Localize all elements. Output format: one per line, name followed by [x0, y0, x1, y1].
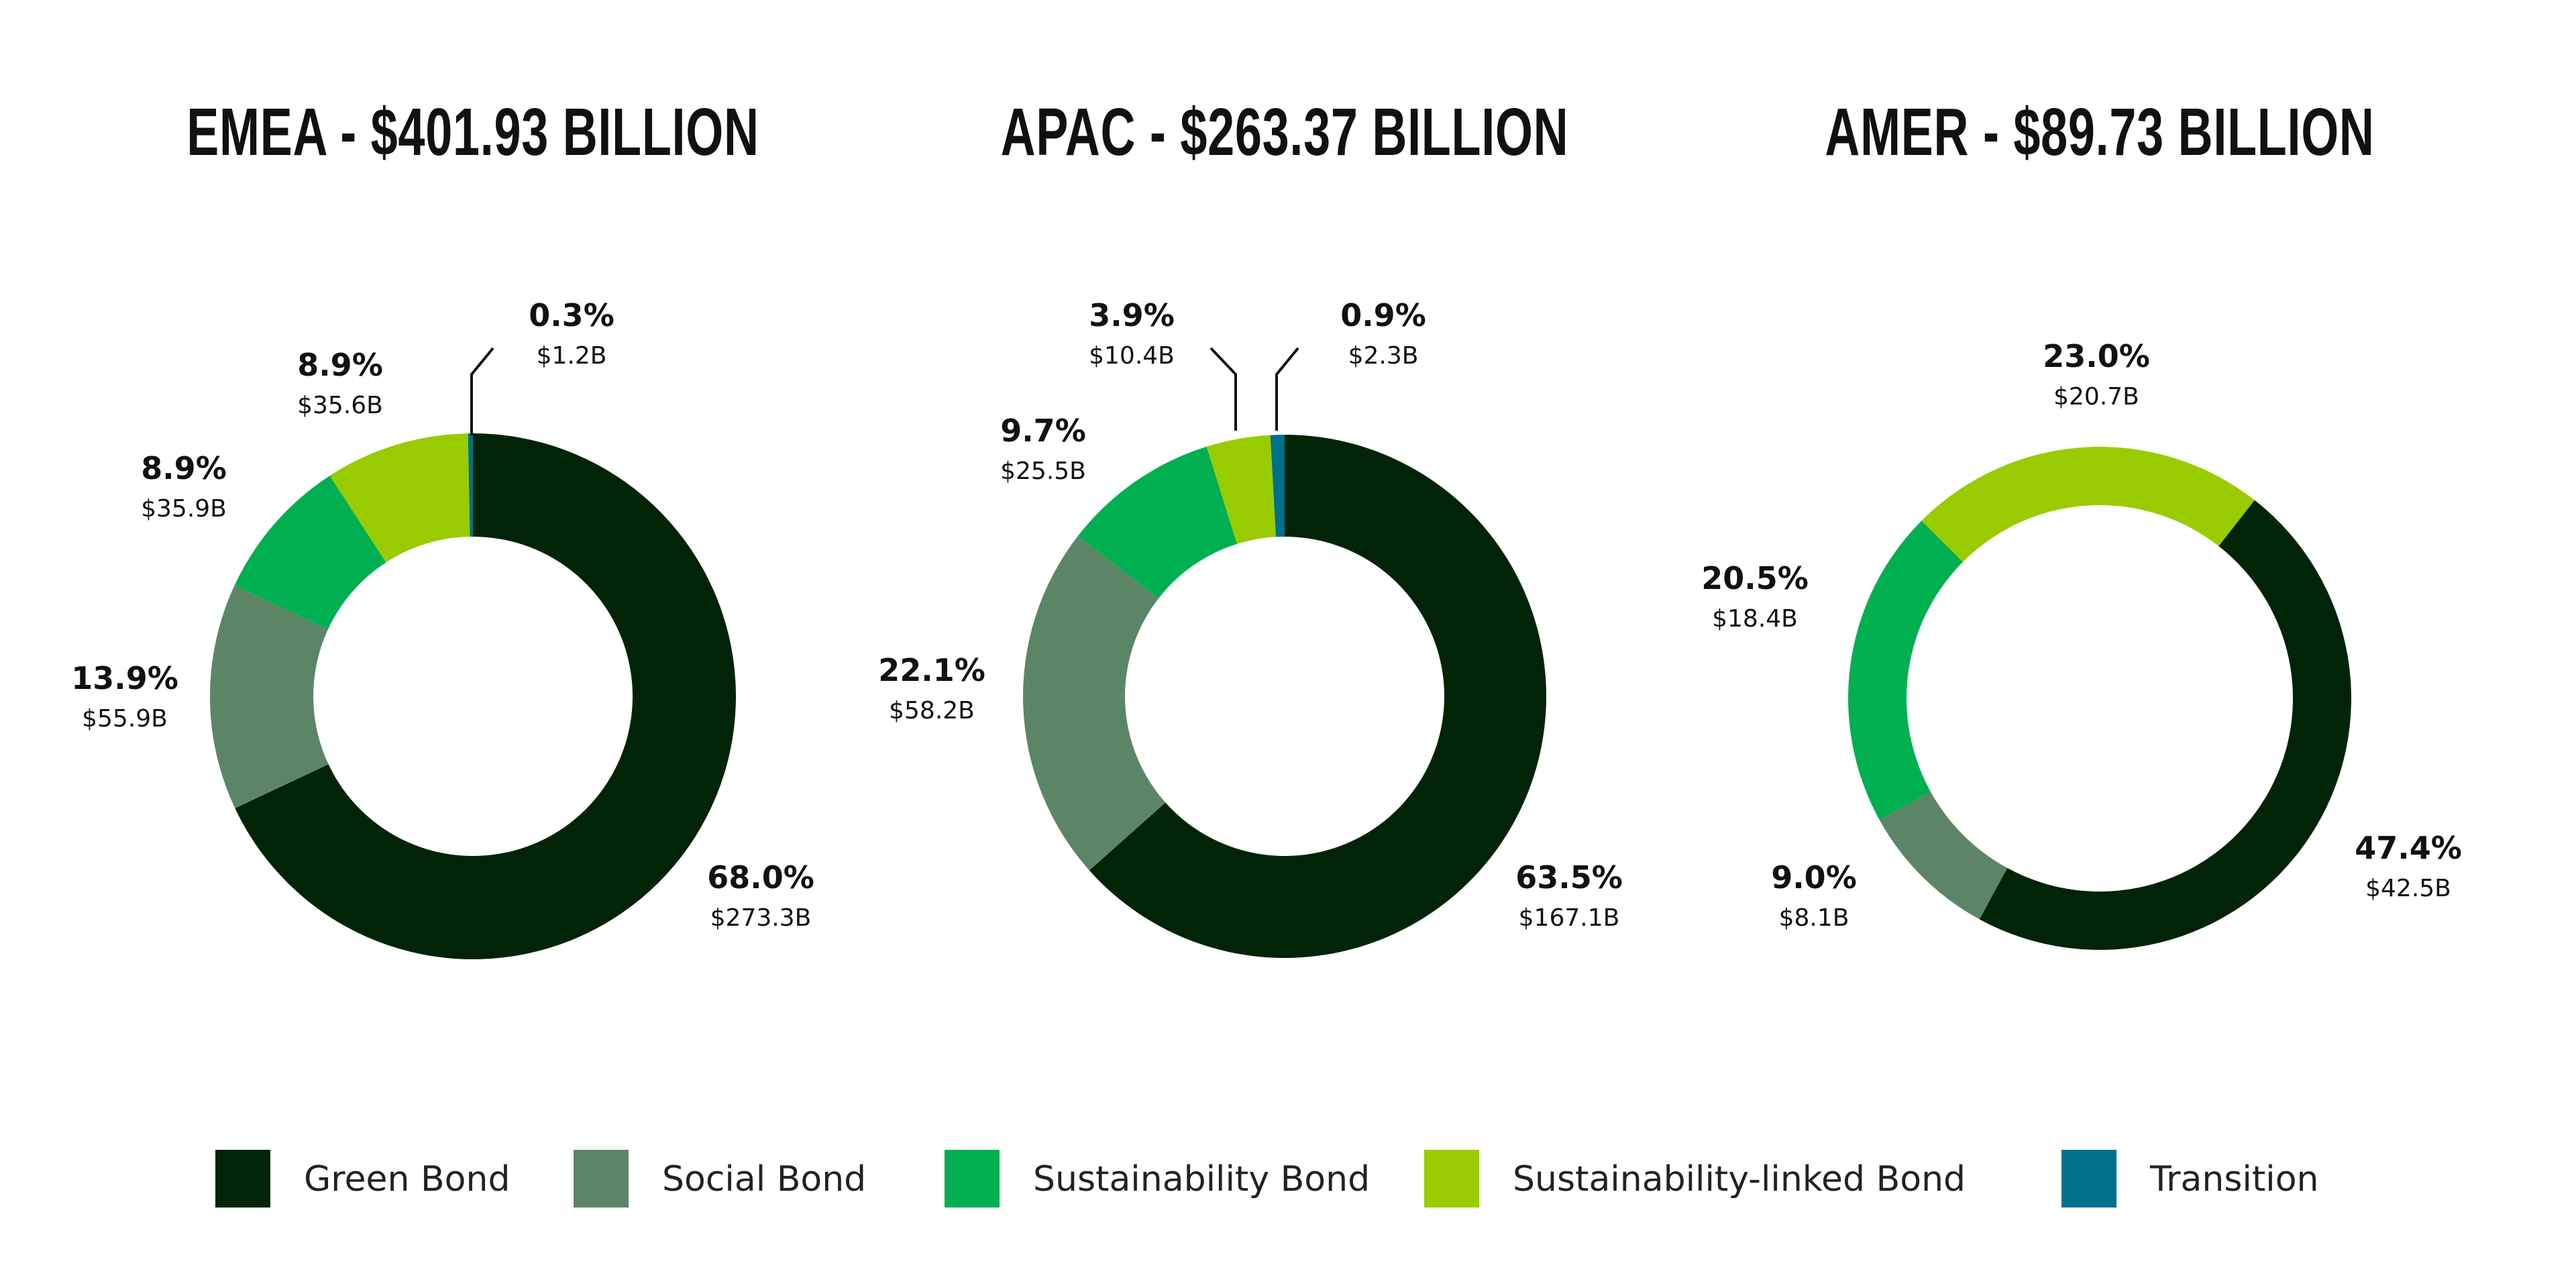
percent-label: 22.1%	[878, 652, 985, 688]
legend-item-sustainability-linked-bond: Sustainability-linked Bond	[1424, 1150, 1966, 1208]
donut-segment-social-bond	[1023, 535, 1166, 871]
donut-segment-green-bond	[1979, 500, 2351, 950]
percent-label: 63.5%	[1515, 859, 1623, 896]
amer-chart-title: AMER - $89.73 BILLION	[1825, 95, 2375, 170]
donut-segment-transition	[1270, 435, 1285, 537]
value-label: $10.4B	[1089, 342, 1175, 370]
donut-segment-sustainability-bond	[1077, 446, 1238, 599]
donut-segment-social-bond	[209, 586, 329, 808]
apac-chart-title: APAC - $263.37 BILLION	[1000, 95, 1569, 170]
percent-label: 3.9%	[1089, 297, 1175, 333]
legend-item-social-bond: Social Bond	[574, 1150, 866, 1208]
percent-label: 8.9%	[141, 450, 227, 486]
percent-label: 47.4%	[2355, 830, 2462, 866]
legend-swatch	[945, 1150, 1000, 1208]
legend-label: Sustainability-linked Bond	[1513, 1159, 1966, 1199]
percent-label: 0.9%	[1340, 297, 1426, 333]
value-label: $2.3B	[1348, 342, 1419, 370]
value-label: $35.6B	[297, 392, 383, 419]
legend-label: Transition	[2150, 1159, 2319, 1199]
percent-label: 9.0%	[1771, 859, 1857, 896]
value-label: $42.5B	[2365, 875, 2451, 902]
legend-swatch	[574, 1150, 629, 1208]
value-label: $18.4B	[1712, 605, 1798, 633]
value-label: $58.2B	[889, 697, 975, 724]
percent-label: 68.0%	[707, 859, 814, 896]
percent-label: 8.9%	[297, 347, 383, 383]
value-label: $55.9B	[82, 705, 168, 733]
legend-item-transition: Transition	[2061, 1150, 2318, 1208]
donut-segment-sustainability-bond	[1848, 521, 1964, 820]
donut-segment-green-bond	[1089, 435, 1546, 958]
legend-swatch	[1424, 1150, 1479, 1208]
emea-donut: 68.0% $273.3B 13.9% $55.9B 8.9% $35.9B 8.9% $35…	[71, 297, 814, 959]
value-label: $25.5B	[1000, 458, 1086, 485]
percent-label: 23.0%	[2043, 338, 2150, 374]
donut-segment-transition	[468, 433, 473, 537]
legend-swatch	[2061, 1150, 2116, 1208]
legend-label: Social Bond	[662, 1159, 867, 1199]
percent-label: 13.9%	[71, 660, 178, 696]
percent-label: 0.3%	[529, 297, 614, 333]
value-label: $1.2B	[537, 342, 607, 370]
legend-label: Sustainability Bond	[1033, 1159, 1371, 1199]
legend-item-sustainability-bond: Sustainability Bond	[945, 1150, 1370, 1208]
apac-donut: 63.5% $167.1B 22.1% $58.2B 9.7% $25.5B 3.9% $10…	[878, 297, 1623, 958]
value-label: $167.1B	[1519, 904, 1620, 932]
leader-line	[1210, 347, 1237, 431]
percent-label: 20.5%	[1701, 560, 1809, 596]
donut-segment-social-bond	[1879, 792, 2008, 920]
amer-donut: 47.4% $42.5B 9.0% $8.1B 20.5% $18.4B 23.0% $20.…	[1701, 338, 2462, 950]
legend-item-green-bond: Green Bond	[215, 1150, 510, 1208]
legend-swatch	[215, 1150, 270, 1208]
value-label: $20.7B	[2053, 383, 2139, 411]
leader-line	[470, 347, 494, 435]
donut-segment-sustainability-linked-bond	[1206, 435, 1276, 544]
percent-label: 9.7%	[1000, 413, 1086, 449]
value-label: $8.1B	[1779, 904, 1849, 932]
emea-chart-title: EMEA - $401.93 BILLION	[186, 95, 759, 170]
value-label: $35.9B	[141, 495, 227, 523]
donut-segment-sustainability-bond	[234, 476, 386, 629]
value-label: $273.3B	[710, 904, 812, 932]
legend-label: Green Bond	[304, 1159, 511, 1199]
leader-line	[1275, 347, 1299, 431]
donut-segment-green-bond	[235, 433, 736, 959]
donut-segment-sustainability-linked-bond	[1921, 447, 2255, 562]
donut-segment-sustainability-linked-bond	[329, 433, 470, 563]
